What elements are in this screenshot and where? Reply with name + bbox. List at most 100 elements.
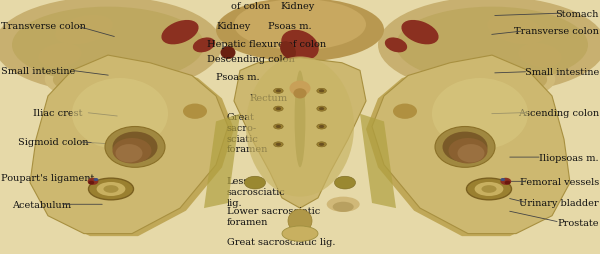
- Ellipse shape: [113, 138, 151, 164]
- Text: Sigmoid colon: Sigmoid colon: [18, 138, 89, 147]
- Text: Lower sacrosciatic
foramen: Lower sacrosciatic foramen: [227, 207, 320, 226]
- Ellipse shape: [396, 8, 588, 84]
- Polygon shape: [360, 114, 396, 208]
- Ellipse shape: [378, 0, 600, 94]
- Polygon shape: [36, 58, 234, 236]
- Ellipse shape: [183, 104, 207, 119]
- Text: Descending colon: Descending colon: [207, 55, 295, 64]
- Text: Lesser
sacrosciatic
lig.: Lesser sacrosciatic lig.: [227, 177, 286, 207]
- Ellipse shape: [319, 125, 325, 129]
- Text: Great sacrosciatic lig.: Great sacrosciatic lig.: [227, 237, 335, 246]
- Ellipse shape: [295, 71, 305, 168]
- Text: Psoas m.: Psoas m.: [268, 22, 312, 31]
- Text: Rectum: Rectum: [249, 93, 287, 102]
- Ellipse shape: [435, 127, 495, 168]
- Ellipse shape: [426, 145, 510, 170]
- Ellipse shape: [105, 127, 165, 168]
- Text: Poupart's ligament: Poupart's ligament: [1, 173, 95, 182]
- Polygon shape: [30, 56, 228, 234]
- Polygon shape: [234, 58, 366, 208]
- Ellipse shape: [90, 145, 174, 170]
- Ellipse shape: [500, 178, 505, 181]
- Ellipse shape: [317, 142, 326, 147]
- Ellipse shape: [104, 185, 119, 193]
- Ellipse shape: [500, 66, 556, 97]
- Ellipse shape: [0, 0, 222, 94]
- Ellipse shape: [44, 66, 100, 97]
- Text: Great
sacro-
sciatic
foramen: Great sacro- sciatic foramen: [227, 113, 268, 154]
- Ellipse shape: [245, 177, 265, 189]
- Ellipse shape: [274, 107, 283, 112]
- Ellipse shape: [481, 185, 497, 193]
- Ellipse shape: [505, 181, 511, 185]
- Ellipse shape: [467, 178, 511, 200]
- Ellipse shape: [432, 79, 528, 150]
- Ellipse shape: [332, 202, 354, 212]
- Ellipse shape: [29, 38, 91, 73]
- Ellipse shape: [276, 108, 281, 111]
- Ellipse shape: [38, 44, 82, 68]
- Ellipse shape: [319, 143, 325, 146]
- Ellipse shape: [317, 124, 326, 130]
- Text: Kidney: Kidney: [281, 2, 315, 11]
- Ellipse shape: [475, 182, 503, 196]
- Ellipse shape: [280, 42, 296, 60]
- Ellipse shape: [518, 44, 562, 68]
- Ellipse shape: [53, 71, 91, 92]
- Ellipse shape: [115, 145, 143, 163]
- Ellipse shape: [72, 79, 168, 150]
- Text: Psoas m.: Psoas m.: [216, 73, 260, 82]
- Ellipse shape: [319, 90, 325, 93]
- Polygon shape: [372, 56, 570, 234]
- Ellipse shape: [274, 89, 283, 94]
- Ellipse shape: [234, 0, 366, 51]
- Ellipse shape: [94, 178, 98, 181]
- Ellipse shape: [216, 0, 384, 62]
- Ellipse shape: [161, 21, 199, 45]
- Text: Ascending colon: Ascending colon: [518, 108, 599, 118]
- Ellipse shape: [281, 31, 319, 61]
- Ellipse shape: [317, 89, 326, 94]
- Polygon shape: [204, 114, 240, 208]
- Ellipse shape: [385, 38, 407, 53]
- Ellipse shape: [288, 210, 312, 232]
- Ellipse shape: [55, 16, 113, 45]
- Ellipse shape: [89, 178, 133, 200]
- Text: Iliopsoas m.: Iliopsoas m.: [539, 153, 599, 162]
- Ellipse shape: [449, 138, 487, 164]
- Polygon shape: [366, 58, 564, 236]
- Ellipse shape: [500, 178, 511, 185]
- Ellipse shape: [509, 38, 571, 73]
- Text: Transverse colon: Transverse colon: [1, 22, 86, 31]
- Ellipse shape: [274, 124, 283, 130]
- Text: Small intestine: Small intestine: [1, 67, 76, 76]
- Ellipse shape: [326, 197, 360, 212]
- Text: Transverse colon: Transverse colon: [514, 27, 599, 36]
- Ellipse shape: [113, 132, 157, 163]
- Ellipse shape: [276, 143, 281, 146]
- Ellipse shape: [509, 71, 547, 92]
- Text: Small intestine: Small intestine: [524, 68, 599, 77]
- Text: Urinary bladder: Urinary bladder: [519, 199, 599, 208]
- Ellipse shape: [246, 57, 354, 197]
- Text: Femoral vessels: Femoral vessels: [520, 177, 599, 186]
- Ellipse shape: [290, 81, 311, 97]
- Text: Prostate: Prostate: [557, 218, 599, 227]
- Text: Kidney: Kidney: [216, 22, 250, 31]
- Text: Acetabulum: Acetabulum: [12, 200, 71, 209]
- Ellipse shape: [276, 90, 281, 93]
- Ellipse shape: [276, 125, 281, 129]
- Ellipse shape: [88, 178, 98, 185]
- Ellipse shape: [317, 107, 326, 112]
- Ellipse shape: [443, 132, 487, 163]
- Ellipse shape: [319, 108, 325, 111]
- Ellipse shape: [458, 145, 485, 163]
- Ellipse shape: [193, 38, 215, 53]
- Ellipse shape: [43, 9, 125, 52]
- Ellipse shape: [221, 47, 235, 60]
- Ellipse shape: [475, 9, 557, 52]
- Ellipse shape: [393, 104, 417, 119]
- Text: Stomach: Stomach: [556, 9, 599, 19]
- Ellipse shape: [97, 182, 125, 196]
- Text: Iliac crest: Iliac crest: [33, 108, 83, 118]
